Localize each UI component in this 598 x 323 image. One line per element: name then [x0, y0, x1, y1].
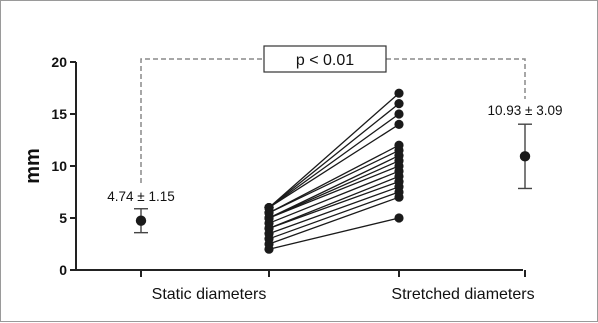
paired-line [268, 123, 400, 209]
summary-label: 10.93 ± 3.09 [488, 103, 563, 118]
y-axis-label: mm [22, 148, 44, 184]
p-value-label: p < 0.01 [296, 52, 354, 69]
static-point [264, 203, 274, 213]
points-group [264, 88, 404, 254]
stretched-point [394, 213, 404, 223]
paired-line [268, 175, 400, 230]
x-category-label: Stretched diameters [391, 286, 534, 303]
axes-group: mm 0 5 10 15 20 Static diameters Stretched dia… [22, 54, 535, 303]
paired-line [268, 186, 400, 235]
summary-label: 4.74 ± 1.15 [107, 189, 174, 204]
y-tick-label: 15 [51, 106, 67, 122]
stretched-point [394, 99, 404, 109]
mean-point [519, 151, 531, 162]
paired-line [268, 180, 400, 230]
significance-bracket-group [140, 58, 526, 183]
paired-line [268, 155, 400, 219]
paired-line [268, 217, 400, 250]
stretched-point [394, 140, 404, 150]
stretched-point [394, 109, 404, 119]
paired-line [268, 113, 400, 209]
paired-line [268, 196, 400, 245]
summary-group: 4.74 ± 1.15 10.93 ± 3.09 [107, 103, 563, 234]
y-tick-label: 20 [51, 54, 67, 70]
paired-line [268, 103, 400, 209]
paired-line [268, 170, 400, 224]
p-value-box [263, 45, 387, 73]
y-tick-label: 10 [51, 158, 67, 174]
y-tick-label: 5 [59, 210, 67, 226]
bracket-right-line [386, 58, 526, 99]
stretched-point [394, 88, 404, 98]
mean-point [135, 215, 147, 226]
x-category-label: Static diameters [152, 286, 267, 303]
paired-line [268, 144, 400, 214]
paired-line [268, 92, 400, 209]
y-tick-label: 0 [59, 262, 67, 278]
paired-line [268, 149, 400, 214]
annotation-group: p < 0.01 [263, 45, 387, 73]
paired-lines-group [268, 92, 400, 250]
stretched-point [394, 119, 404, 129]
paired-line [268, 191, 400, 240]
paired-line [268, 160, 400, 219]
paired-line [268, 165, 400, 219]
bracket-left-line [140, 58, 264, 183]
